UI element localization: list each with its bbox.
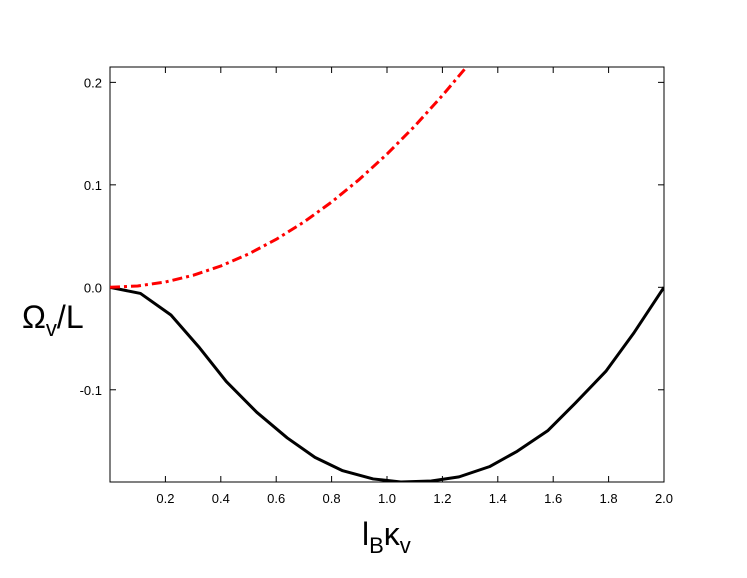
- y-tick-label: 0.2: [84, 75, 102, 90]
- series-line-dashdot: [110, 67, 469, 289]
- x-axis-label-main: l: [362, 516, 369, 552]
- x-tick-label: 1.0: [378, 491, 396, 506]
- x-tick-label: 1.4: [489, 491, 507, 506]
- x-tick-label: 1.8: [600, 491, 618, 506]
- y-tick-label: 0.1: [84, 178, 102, 193]
- series-line-solid: [110, 285, 664, 482]
- x-tick-label: 2.0: [655, 491, 673, 506]
- x-tick-label: 0.6: [267, 491, 285, 506]
- y-axis-label-subscript: v: [46, 316, 57, 341]
- x-axis-label: lBκv: [362, 516, 411, 558]
- series-group: [110, 67, 664, 482]
- y-axis-label-rest: /L: [57, 299, 84, 335]
- x-tick-label: 0.2: [156, 491, 174, 506]
- y-tick-label: 0.0: [84, 280, 102, 295]
- x-axis-ticks: 0.2 0.4 0.6 0.8 1.0 1.2 1.4 1.6 1.8 2.0: [156, 67, 673, 506]
- y-axis-label: Ωv/L: [22, 299, 84, 341]
- x-tick-label: 1.2: [433, 491, 451, 506]
- y-axis-label-main: Ω: [22, 299, 46, 335]
- x-axis-label-main-2: κ: [384, 516, 401, 552]
- y-axis-ticks: 0.2 0.1 0.0 -0.1: [80, 75, 664, 398]
- x-axis-label-subscript-2: v: [400, 533, 411, 558]
- x-axis-label-subscript-1: B: [369, 533, 384, 558]
- x-tick-label: 1.6: [544, 491, 562, 506]
- x-tick-label: 0.4: [212, 491, 230, 506]
- y-tick-label: -0.1: [80, 383, 102, 398]
- x-tick-label: 0.8: [323, 491, 341, 506]
